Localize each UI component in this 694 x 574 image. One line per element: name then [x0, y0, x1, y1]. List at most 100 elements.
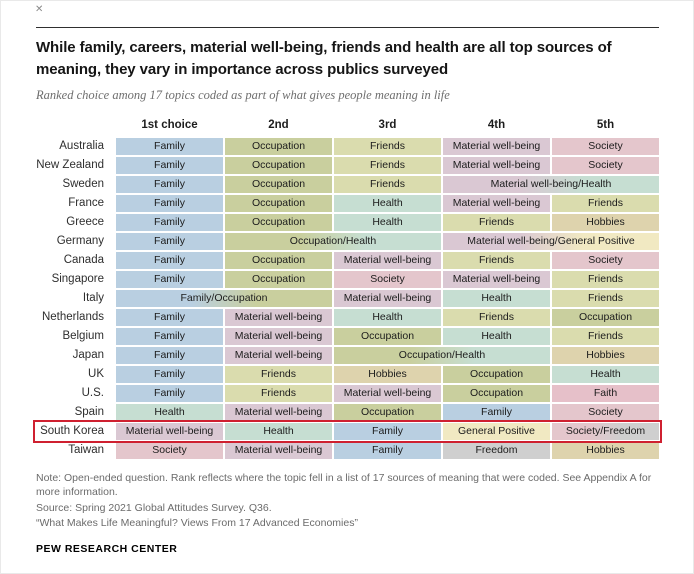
- table-row: Italy Family/Occupation Material well-bein…: [36, 289, 659, 307]
- rank-cell: Material well-being/General Positive: [443, 232, 659, 250]
- rank-cell: Society: [552, 251, 659, 269]
- rank-cell: Friends: [334, 156, 441, 174]
- rank-cell: Family: [116, 346, 223, 364]
- header-spacer: [36, 118, 114, 133]
- table-row: Belgium Family Material well-being Occupati…: [36, 327, 659, 345]
- rank-cell: Occupation: [334, 403, 441, 421]
- table-row: Greece Family Occupation Health Friends Hobbi…: [36, 213, 659, 231]
- rank-cell: Society: [116, 441, 223, 459]
- table-row: South Korea Material well-being Health Fami…: [33, 419, 662, 443]
- column-header-2nd: 2nd: [268, 118, 289, 131]
- close-icon[interactable]: ✕: [35, 4, 44, 15]
- table-row: Germany Family Occupation/Health Material w…: [36, 232, 659, 250]
- rank-cell: Faith: [552, 384, 659, 402]
- table-row: Spain Health Material well-being Occupation…: [36, 403, 659, 421]
- country-label: Italy: [82, 291, 104, 304]
- page-subtitle: Ranked choice among 17 topics coded as p…: [36, 87, 450, 102]
- rank-cell: Occupation/Health: [334, 346, 550, 364]
- country-label: Taiwan: [68, 443, 104, 456]
- rank-cell: Society: [552, 403, 659, 421]
- rank-cell: Society: [552, 137, 659, 155]
- rank-cell: Health: [443, 327, 550, 345]
- table-row: Singapore Family Occupation Society Material…: [36, 270, 659, 288]
- rank-cell: Family: [116, 327, 223, 345]
- rank-cell: Family: [334, 422, 441, 440]
- rank-cell: Material well-being: [225, 308, 332, 326]
- table-row: New Zealand Family Occupation Friends Materi…: [36, 156, 659, 174]
- rank-cell: Health: [443, 289, 550, 307]
- rank-cell: Hobbies: [552, 213, 659, 231]
- country-label: Netherlands: [41, 310, 104, 323]
- column-header-5th: 5th: [596, 118, 615, 131]
- country-label: Germany: [56, 234, 104, 247]
- rank-cell: Family: [116, 251, 223, 269]
- rank-cell: Occupation: [225, 251, 332, 269]
- rank-cell: Occupation/Health: [225, 232, 441, 250]
- rank-cell: Health: [225, 422, 332, 440]
- rank-cell: Occupation: [552, 308, 659, 326]
- rank-cell: Family: [116, 365, 223, 383]
- table-row: Sweden Family Occupation Friends Material we…: [36, 175, 659, 193]
- rank-cell: Family: [116, 194, 223, 212]
- rank-cell: Occupation: [225, 194, 332, 212]
- rank-cell: Society: [552, 156, 659, 174]
- rank-cell: Family: [334, 441, 441, 459]
- rank-cell: Material well-being: [443, 137, 550, 155]
- rank-cell: Material well-being: [225, 441, 332, 459]
- rank-cell: Material well-being: [116, 422, 223, 440]
- rank-cell: Friends: [552, 289, 659, 307]
- rank-cell: Freedom: [443, 441, 550, 459]
- rank-cell: Occupation: [225, 213, 332, 231]
- rank-cell: Friends: [443, 308, 550, 326]
- rank-cell: Material well-being: [334, 384, 441, 402]
- table-row: U.S. Family Friends Material well-being Occu…: [36, 384, 659, 402]
- table-row: Netherlands Family Material well-being Heal…: [36, 308, 659, 326]
- rank-cell: Society/Freedom: [552, 422, 659, 440]
- report-title-text: “What Makes Life Meaningful? Views From …: [36, 516, 358, 529]
- rank-cell: Family: [116, 137, 223, 155]
- rank-cell: Friends: [552, 194, 659, 212]
- country-label: U.S.: [81, 386, 104, 399]
- country-label: Spain: [74, 405, 104, 418]
- rank-cell: Material well-being/Health: [443, 175, 659, 193]
- table-row: UK Family Friends Hobbies Occupation Health: [36, 365, 659, 383]
- rank-cell: Material well-being: [443, 270, 550, 288]
- rank-cell: Friends: [225, 365, 332, 383]
- rank-cell: Friends: [334, 175, 441, 193]
- table-row: Japan Family Material well-being Occupation…: [36, 346, 659, 364]
- rank-cell: Occupation: [225, 156, 332, 174]
- brand-label: PEW RESEARCH CENTER: [36, 543, 178, 556]
- table-row: Taiwan Society Material well-being Family Fr…: [36, 441, 659, 459]
- rank-cell: Family/Occupation: [116, 289, 332, 307]
- rank-cell: Family: [116, 175, 223, 193]
- note-text: Note: Open-ended question. Rank reflects…: [36, 471, 652, 498]
- rank-cell: Hobbies: [552, 346, 659, 364]
- column-header-1st: 1st choice: [141, 118, 198, 131]
- country-label: Australia: [59, 139, 104, 152]
- rank-cell: Friends: [443, 251, 550, 269]
- rank-cell: Material well-being: [334, 289, 441, 307]
- table-row: Canada Family Occupation Material well-bein…: [36, 251, 659, 269]
- rank-cell: Health: [334, 213, 441, 231]
- rank-cell: Material well-being: [225, 327, 332, 345]
- rank-cell: Material well-being: [443, 194, 550, 212]
- column-header-4th: 4th: [487, 118, 506, 131]
- rank-cell: Family: [116, 156, 223, 174]
- rank-cell: Occupation: [225, 175, 332, 193]
- rank-cell: Health: [552, 365, 659, 383]
- ranking-table-body: Australia Family Occupation Friends Material…: [33, 137, 662, 459]
- top-divider: [36, 27, 659, 28]
- table-row: France Family Occupation Health Material wel…: [36, 194, 659, 212]
- rank-cell: Occupation: [225, 137, 332, 155]
- rank-cell: Health: [116, 403, 223, 421]
- rank-cell: Occupation: [443, 365, 550, 383]
- country-label: Canada: [63, 253, 104, 266]
- rank-cell: Friends: [552, 327, 659, 345]
- rank-cell: Friends: [552, 270, 659, 288]
- rank-cell: Friends: [225, 384, 332, 402]
- country-label: Belgium: [62, 329, 104, 342]
- rank-cell: Occupation: [334, 327, 441, 345]
- country-label: Japan: [72, 348, 104, 361]
- rank-cell: Society: [334, 270, 441, 288]
